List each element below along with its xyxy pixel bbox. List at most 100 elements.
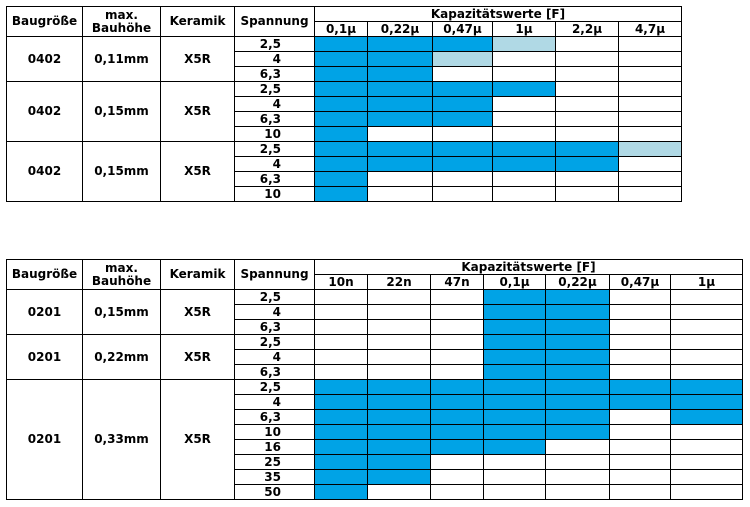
availability-cell-empty xyxy=(618,51,682,67)
header-voltage: Spannung xyxy=(234,6,315,37)
capacitance-table-0402: Baugröße max. Bauhöhe Keramik Spannung Kapaz… xyxy=(6,6,682,202)
voltage-cell: 10 xyxy=(234,424,315,440)
capacitance-value-header: 0,1µ xyxy=(483,274,546,290)
availability-cell-empty xyxy=(367,186,433,202)
availability-cell-empty xyxy=(367,126,433,142)
values-row: 0,1µ 0,22µ 0,47µ 1µ 2,2µ 4,7µ xyxy=(7,21,682,37)
availability-cell-empty xyxy=(430,469,484,485)
availability-cell-empty xyxy=(367,319,431,335)
availability-cell-available xyxy=(314,439,368,455)
header-size: Baugröße xyxy=(6,259,83,290)
availability-cell-empty xyxy=(670,304,743,320)
header-ceramic: Keramik xyxy=(160,6,235,37)
availability-cell-available xyxy=(367,439,431,455)
availability-cell-empty xyxy=(670,484,743,500)
availability-cell-empty xyxy=(618,96,682,112)
availability-cell-available xyxy=(483,319,546,335)
capacitance-value-header: 10n xyxy=(314,274,368,290)
availability-cell-available xyxy=(367,424,431,440)
availability-cell-available xyxy=(367,96,433,112)
availability-cell-available xyxy=(430,409,484,425)
availability-cell-available xyxy=(545,304,610,320)
availability-cell-available xyxy=(367,156,433,172)
availability-cell-available xyxy=(314,36,368,52)
availability-cell-empty xyxy=(618,36,682,52)
availability-cell-available xyxy=(545,394,610,410)
voltage-cell: 4 xyxy=(234,304,315,320)
table-row: 0201 0,33mm X5R 2,5 xyxy=(6,379,743,500)
availability-cell-available xyxy=(367,394,431,410)
availability-cell-empty xyxy=(609,319,671,335)
availability-cell-empty xyxy=(618,111,682,127)
availability-cell-available xyxy=(492,141,556,157)
availability-cell-empty xyxy=(430,454,484,470)
voltage-cell: 4 xyxy=(234,51,315,67)
availability-cell-planned xyxy=(618,141,682,157)
availability-cell-empty xyxy=(367,349,431,365)
availability-cell-empty xyxy=(367,171,433,187)
availability-cell-available xyxy=(314,126,368,142)
header-max-height: max. Bauhöhe xyxy=(82,6,161,37)
availability-cell-available xyxy=(483,334,546,350)
header-row: Baugröße max. Bauhöhe Keramik Spannung Kapaz… xyxy=(6,6,682,37)
voltage-cell: 6,3 xyxy=(234,111,315,127)
availability-cell-empty xyxy=(670,364,743,380)
availability-cell-empty xyxy=(430,364,484,380)
availability-cell-empty xyxy=(483,484,546,500)
availability-cell-available xyxy=(545,349,610,365)
availability-cell-available xyxy=(483,424,546,440)
availability-cell-empty xyxy=(492,66,556,82)
availability-cell-empty xyxy=(367,364,431,380)
availability-cell-empty xyxy=(555,36,619,52)
availability-cell-available xyxy=(430,394,484,410)
availability-cell-empty xyxy=(609,364,671,380)
availability-cell-empty xyxy=(367,304,431,320)
voltage-cell: 4 xyxy=(234,96,315,112)
table-row: 50 xyxy=(7,484,743,500)
availability-cell-available xyxy=(367,141,433,157)
availability-cell-planned xyxy=(432,51,493,67)
availability-cell-empty xyxy=(618,156,682,172)
availability-cell-empty xyxy=(609,424,671,440)
values-row: 10n 22n 47n 0,1µ 0,22µ 0,47µ 1µ xyxy=(7,274,743,290)
availability-cell-available xyxy=(483,289,546,305)
capacitance-value-header: 2,2µ xyxy=(555,21,619,37)
availability-cell-empty xyxy=(492,171,556,187)
table-row: 35 xyxy=(7,469,743,485)
size-cell: 0402 xyxy=(6,141,83,202)
table-row: 6,3 xyxy=(7,171,682,187)
availability-cell-available xyxy=(314,96,368,112)
availability-cell-empty xyxy=(609,409,671,425)
table-row: 4 xyxy=(7,156,682,172)
voltage-cell: 6,3 xyxy=(234,171,315,187)
availability-cell-empty xyxy=(545,484,610,500)
availability-cell-empty xyxy=(609,439,671,455)
capacitance-value-header: 4,7µ xyxy=(618,21,682,37)
capacitance-value-header: 0,1µ xyxy=(314,21,368,37)
availability-cell-empty xyxy=(432,186,493,202)
availability-cell-empty xyxy=(670,319,743,335)
availability-cell-empty xyxy=(367,334,431,350)
availability-cell-empty xyxy=(492,186,556,202)
capacitance-value-header: 0,47µ xyxy=(432,21,493,37)
availability-cell-available xyxy=(670,409,743,425)
height-cell: 0,33mm xyxy=(82,379,161,500)
voltage-cell: 4 xyxy=(234,349,315,365)
availability-cell-empty xyxy=(492,126,556,142)
availability-cell-available xyxy=(367,111,433,127)
availability-cell-empty xyxy=(618,126,682,142)
voltage-cell: 25 xyxy=(234,454,315,470)
size-cell: 0201 xyxy=(6,334,83,380)
availability-cell-empty xyxy=(483,454,546,470)
header-capacitance: Kapazitätswerte [F] xyxy=(314,6,682,22)
availability-cell-available xyxy=(483,304,546,320)
availability-cell-available xyxy=(367,454,431,470)
availability-cell-available xyxy=(483,394,546,410)
table-row: 0201 0,15mm X5R 2,5 xyxy=(6,289,743,335)
availability-cell-empty xyxy=(670,469,743,485)
height-cell: 0,22mm xyxy=(82,334,161,380)
size-cell: 0402 xyxy=(6,81,83,142)
availability-cell-available xyxy=(314,171,368,187)
availability-cell-available xyxy=(432,81,493,97)
voltage-cell: 50 xyxy=(234,484,315,500)
